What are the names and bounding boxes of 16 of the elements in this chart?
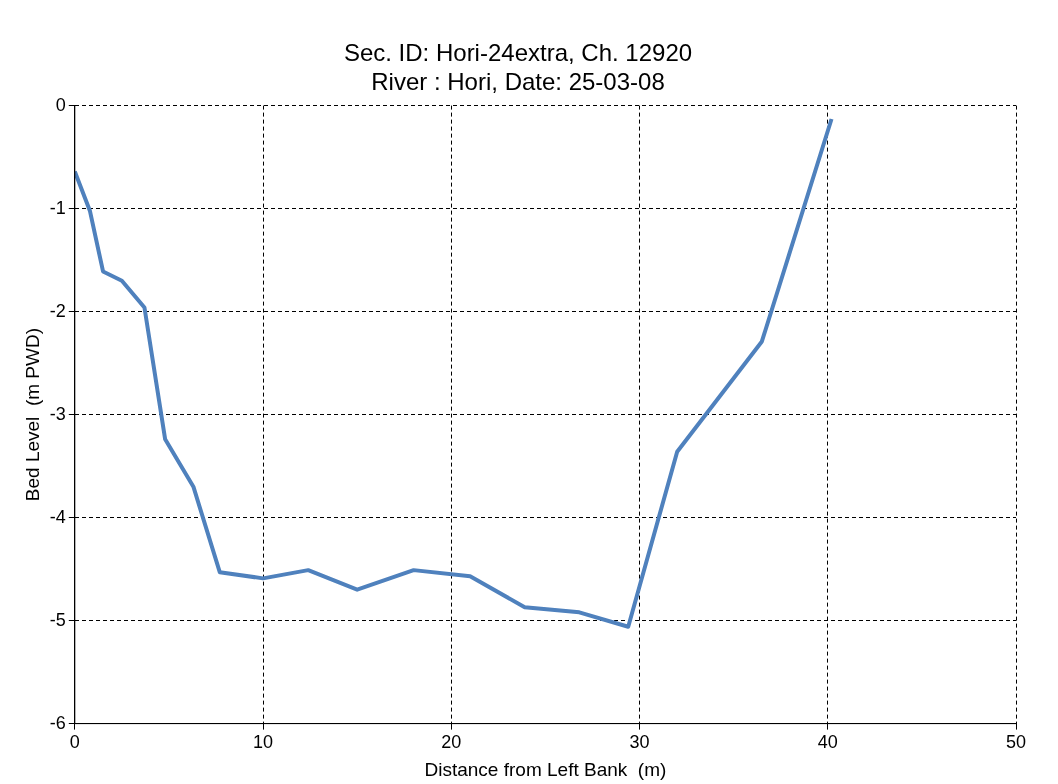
x-tick-label: 50 <box>1005 732 1027 753</box>
y-axis-title: Bed Level (m PWD) <box>21 328 43 502</box>
x-tick-label: 10 <box>253 732 274 753</box>
x-tick-label: 40 <box>817 732 838 753</box>
x-axis-title: Distance from Left Bank (m) <box>424 758 667 780</box>
x-tick-label: 0 <box>69 732 80 753</box>
chart-title: Sec. ID: Hori-24extra, Ch. 12920 River : Hori, Date: 25-03-08 <box>343 39 693 95</box>
y-tick-label: -3 <box>49 403 66 424</box>
y-tick-label: -2 <box>49 300 66 321</box>
x-tick-label: 20 <box>441 732 462 753</box>
y-tick-label: -5 <box>49 609 66 630</box>
x-tick-label: 30 <box>629 732 650 753</box>
y-tick-label: -4 <box>49 506 66 527</box>
y-tick-label: -6 <box>49 712 66 733</box>
y-tick-label: 0 <box>55 94 66 115</box>
y-tick-label: -1 <box>49 197 66 218</box>
